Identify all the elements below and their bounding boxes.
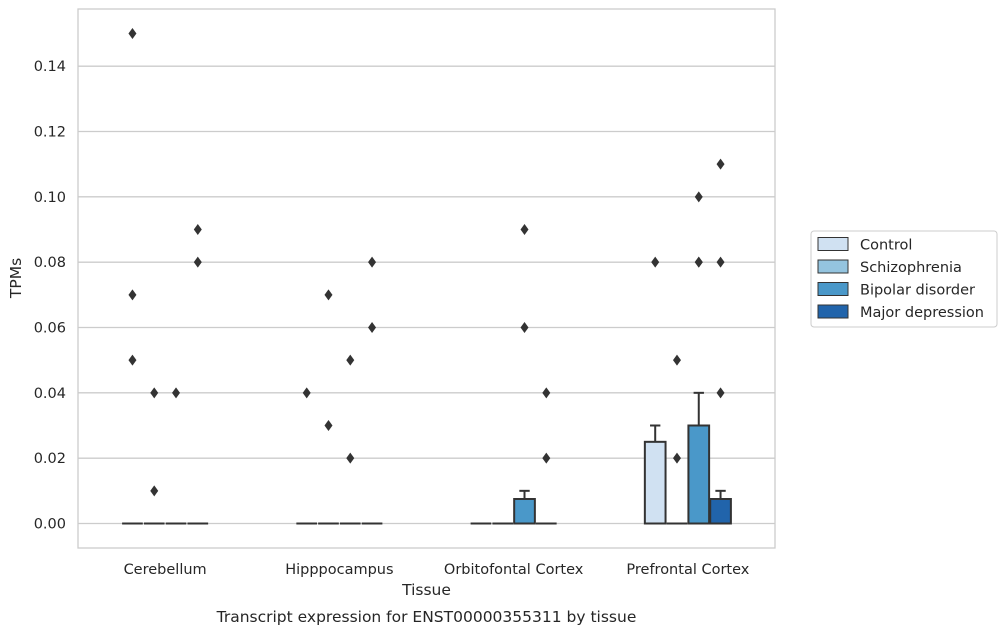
x-tick-label: Orbitofontal Cortex <box>444 562 584 578</box>
box-group <box>318 289 339 525</box>
outlier-point <box>520 224 529 235</box>
legend-entry: Bipolar disorder <box>860 283 975 299</box>
legend-swatch <box>817 259 849 274</box>
y-tick-label: 0.06 <box>34 321 66 337</box>
x-tick-label: Prefrontal Cortex <box>626 562 749 578</box>
box-group <box>122 28 143 525</box>
outlier-point <box>542 452 551 464</box>
legend-entry: Schizophrenia <box>860 260 962 276</box>
outlier-point <box>172 387 181 399</box>
x-tick-labels: Cerebellum Hipppocampus Orbitofontal Corte… <box>124 562 750 578</box>
legend-entry: Control <box>860 238 912 254</box>
outlier-point <box>651 256 660 268</box>
box-group <box>535 387 557 525</box>
outlier-point <box>672 354 681 366</box>
outlier-point <box>193 224 202 235</box>
outlier-point <box>324 420 333 431</box>
box <box>709 498 732 525</box>
outlier-point <box>128 354 137 366</box>
x-axis-label: Tissue <box>401 581 451 599</box>
legend-entry: Major depression <box>860 305 984 321</box>
box-group <box>187 224 209 525</box>
legend-frame <box>810 230 998 328</box>
legend-swatch <box>817 304 849 319</box>
outlier-point <box>302 387 311 399</box>
y-tick-label: 0.02 <box>34 451 66 467</box>
box-group <box>143 387 165 525</box>
x-tick-label: Cerebellum <box>124 562 207 578</box>
box <box>643 440 667 525</box>
box-group <box>643 256 667 525</box>
box-group <box>709 158 732 525</box>
box <box>513 498 536 525</box>
y-tick-label: 0.00 <box>34 517 66 533</box>
outlier-point <box>193 256 202 268</box>
outlier-point <box>150 485 159 497</box>
y-tick-label: 0.10 <box>34 190 66 206</box>
box-group <box>361 256 383 525</box>
plot-frame <box>77 8 776 549</box>
y-axis-label: TPMs <box>7 258 25 299</box>
outlier-point <box>128 289 137 301</box>
chart-caption: Transcript expression for ENST0000035531… <box>216 608 637 626</box>
y-tick-labels: 0.00 0.02 0.04 0.06 0.08 0.10 0.12 0.14 <box>34 59 66 532</box>
outlier-point <box>672 452 681 464</box>
box-group <box>687 191 711 525</box>
outlier-point <box>542 387 551 399</box>
outlier-point <box>368 322 377 333</box>
y-tick-label: 0.08 <box>34 255 66 271</box>
box-group <box>296 387 318 525</box>
box-series <box>122 28 732 525</box>
outlier-point <box>368 256 377 268</box>
outlier-point <box>150 387 159 399</box>
plot-background <box>78 9 775 548</box>
outlier-point <box>716 387 725 399</box>
legend-swatch <box>817 237 849 251</box>
y-tick-label: 0.04 <box>34 386 66 402</box>
box-group <box>513 224 536 525</box>
x-tick-label: Hipppocampus <box>285 562 393 578</box>
box-group <box>339 354 361 525</box>
box-group <box>165 387 187 525</box>
outlier-point <box>346 452 355 464</box>
outlier-point <box>694 256 703 268</box>
legend-swatch <box>817 282 849 296</box>
outlier-point <box>128 28 137 39</box>
outlier-point <box>694 191 703 203</box>
box <box>687 424 711 525</box>
y-tick-label: 0.12 <box>34 125 66 141</box>
legend: Control Schizophrenia Bipolar disorder Majo… <box>810 230 998 328</box>
outlier-point <box>324 289 333 301</box>
outlier-point <box>716 158 725 170</box>
outlier-point <box>520 322 529 333</box>
outlier-point <box>716 256 725 268</box>
box-group <box>666 354 688 525</box>
y-tick-label: 0.14 <box>34 59 66 75</box>
outlier-point <box>346 354 355 366</box>
